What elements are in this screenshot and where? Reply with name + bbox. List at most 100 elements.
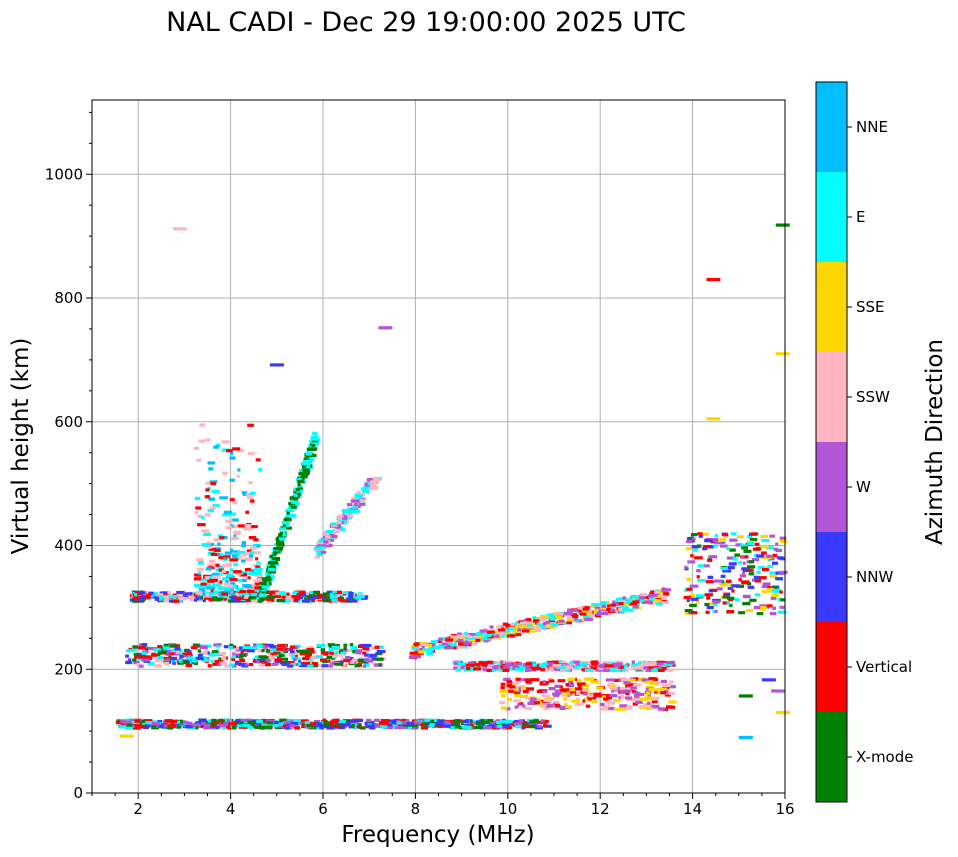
data-point — [230, 595, 237, 599]
data-point — [285, 514, 289, 518]
data-point — [708, 589, 713, 593]
data-point — [308, 664, 314, 668]
data-point — [457, 632, 462, 636]
data-point — [614, 660, 623, 664]
data-point — [316, 726, 325, 730]
data-point — [604, 705, 610, 709]
data-point — [322, 718, 327, 722]
data-point — [247, 649, 255, 653]
data-point — [210, 653, 216, 657]
data-point — [508, 725, 513, 730]
data-point — [723, 592, 727, 596]
data-point — [230, 597, 235, 601]
data-point — [302, 469, 311, 473]
data-point — [603, 668, 610, 672]
data-point — [196, 573, 202, 577]
data-point — [205, 495, 210, 499]
data-point — [569, 689, 576, 694]
data-point — [661, 601, 669, 605]
data-point — [590, 666, 594, 670]
data-point — [691, 611, 698, 615]
y-tick-label: 800 — [54, 289, 83, 307]
data-point — [218, 657, 224, 661]
data-point — [521, 704, 526, 708]
data-point — [322, 537, 328, 541]
data-point — [589, 613, 595, 618]
data-point — [277, 592, 287, 596]
data-point — [660, 592, 665, 596]
data-point — [502, 622, 509, 626]
data-point — [648, 661, 657, 666]
data-point — [563, 611, 573, 615]
colorbar-label: W — [856, 478, 871, 496]
data-point — [325, 598, 331, 602]
data-point — [559, 685, 563, 689]
data-point — [212, 662, 219, 666]
data-point — [685, 547, 692, 551]
data-point — [269, 363, 284, 367]
data-point — [325, 651, 332, 655]
data-point — [532, 619, 540, 623]
data-point — [231, 657, 236, 662]
data-point — [536, 698, 541, 702]
data-point — [369, 486, 378, 490]
data-points — [115, 223, 790, 740]
data-point — [696, 575, 700, 579]
data-point — [656, 662, 664, 666]
data-point — [340, 599, 349, 603]
data-point — [277, 540, 283, 544]
data-point — [206, 541, 211, 545]
data-point — [594, 662, 600, 666]
data-point — [219, 536, 225, 540]
data-point — [754, 593, 761, 597]
data-point — [311, 437, 320, 441]
colorbar-segment — [816, 172, 847, 262]
data-point — [240, 721, 248, 725]
data-point — [619, 707, 628, 711]
data-point — [258, 467, 263, 472]
data-point — [625, 691, 630, 696]
data-point — [355, 494, 359, 498]
data-point — [261, 588, 267, 592]
data-point — [317, 550, 327, 554]
data-point — [664, 693, 671, 697]
data-point — [203, 726, 209, 730]
data-point — [634, 691, 641, 696]
data-point — [233, 530, 241, 535]
data-point — [622, 606, 629, 610]
data-point — [306, 592, 315, 597]
data-point — [380, 718, 390, 723]
data-point — [779, 605, 785, 609]
data-point — [214, 548, 221, 553]
data-point — [340, 657, 349, 661]
data-point — [251, 721, 258, 725]
data-point — [627, 705, 632, 709]
data-point — [422, 648, 430, 652]
data-point — [591, 603, 600, 607]
data-point — [362, 651, 367, 655]
data-point — [623, 681, 629, 685]
data-point — [747, 535, 753, 539]
data-point — [713, 541, 722, 545]
data-point — [247, 451, 255, 456]
data-point — [367, 480, 372, 484]
data-point — [203, 532, 211, 537]
data-point — [690, 554, 694, 558]
data-point — [343, 643, 348, 647]
data-point — [761, 589, 767, 594]
data-point — [307, 645, 314, 650]
data-point — [703, 545, 713, 549]
data-point — [521, 721, 527, 726]
data-point — [545, 696, 555, 701]
data-point — [205, 567, 212, 571]
data-point — [754, 579, 761, 583]
data-point — [505, 626, 509, 630]
data-point — [301, 462, 311, 466]
data-point — [200, 592, 209, 597]
data-point — [591, 662, 598, 666]
data-point — [454, 661, 458, 666]
data-point — [313, 546, 317, 550]
data-point — [512, 630, 522, 634]
data-point — [557, 679, 566, 683]
data-point — [411, 646, 419, 651]
